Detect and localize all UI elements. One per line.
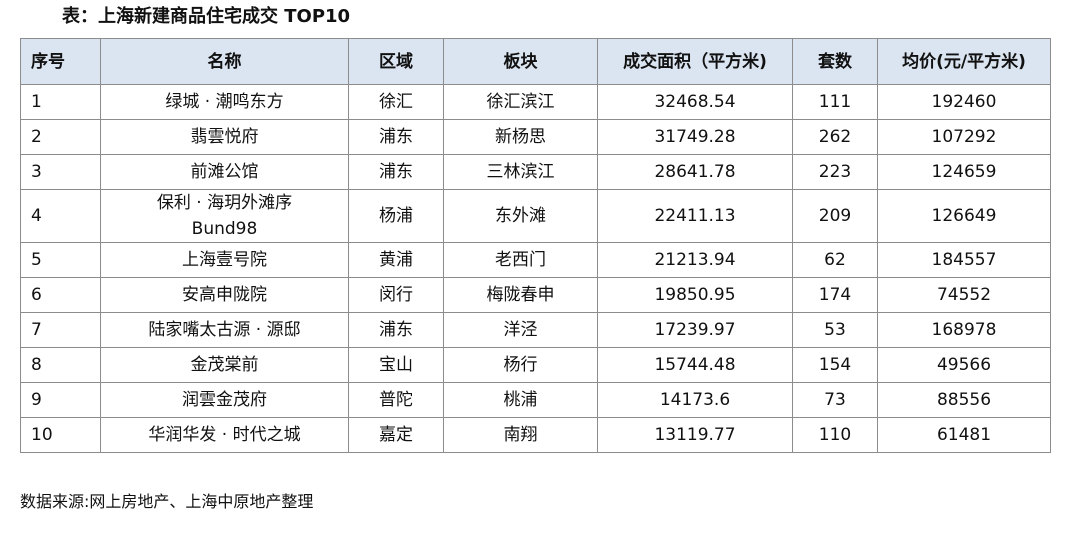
column-header: 序号 [20,38,101,85]
table-cell: 徐汇滨江 [443,84,598,120]
header-row: 序号 名称 区域 板块 成交面积（平方米) 套数 均价(元/平方米) [20,38,1051,85]
table-cell: 14173.6 [597,382,793,418]
table-cell: 2 [20,119,101,155]
column-header: 成交面积（平方米) [597,38,793,85]
table-cell: 南翔 [443,417,598,453]
table-cell: 三林滨江 [443,154,598,190]
table-cell: 保利 · 海玥外滩序 Bund98 [100,189,349,243]
table-cell: 154 [792,347,878,383]
table-cell: 192460 [877,84,1051,120]
table-cell: 168978 [877,312,1051,348]
table-cell: 74552 [877,277,1051,313]
table-row: 3 前滩公馆 浦东 三林滨江 28641.78 223 124659 [20,154,1051,190]
table-cell: 62 [792,242,878,278]
table-cell: 22411.13 [597,189,793,243]
table-cell: 8 [20,347,101,383]
table-cell: 53 [792,312,878,348]
table-cell: 东外滩 [443,189,598,243]
table-cell: 浦东 [348,119,444,155]
table-cell: 上海壹号院 [100,242,349,278]
table-cell: 110 [792,417,878,453]
table-cell: 陆家嘴太古源 · 源邸 [100,312,349,348]
table-cell: 223 [792,154,878,190]
table-row: 6 安高申陇院 闵行 梅陇春申 19850.95 174 74552 [20,277,1051,313]
table-title: 表：上海新建商品住宅成交 TOP10 [62,6,351,27]
table-cell: 金茂棠前 [100,347,349,383]
source-note: 数据来源:网上房地产、上海中原地产整理 [20,492,314,511]
table-cell: 9 [20,382,101,418]
table-row: 9 润雲金茂府 普陀 桃浦 14173.6 73 88556 [20,382,1051,418]
table-cell: 翡雲悦府 [100,119,349,155]
table-cell: 19850.95 [597,277,793,313]
table-body: 1 绿城 · 潮鸣东方 徐汇 徐汇滨江 32468.54 111 192460 2 翡雲悦府 浦东… [20,84,1051,453]
table-cell: 新杨思 [443,119,598,155]
table-row: 2 翡雲悦府 浦东 新杨思 31749.28 262 107292 [20,119,1051,155]
table-cell: 10 [20,417,101,453]
table-cell: 28641.78 [597,154,793,190]
table-cell: 32468.54 [597,84,793,120]
table-cell: 3 [20,154,101,190]
table-cell: 老西门 [443,242,598,278]
table-cell: 174 [792,277,878,313]
table-cell: 13119.77 [597,417,793,453]
table-cell: 4 [20,189,101,243]
table-cell: 184557 [877,242,1051,278]
data-table: 序号 名称 区域 板块 成交面积（平方米) 套数 均价(元/平方米) 1 绿城 · 潮鸣东方徐… [20,38,1051,453]
table-cell: 梅陇春申 [443,277,598,313]
table-cell: 209 [792,189,878,243]
table-cell: 安高申陇院 [100,277,349,313]
table-cell: 嘉定 [348,417,444,453]
table-cell: 5 [20,242,101,278]
table-cell: 润雲金茂府 [100,382,349,418]
table-cell: 61481 [877,417,1051,453]
table-cell: 浦东 [348,154,444,190]
table-cell: 黄浦 [348,242,444,278]
table-row: 8 金茂棠前 宝山 杨行 15744.48 154 49566 [20,347,1051,383]
cell-line: Bund98 [191,219,258,239]
table-row: 1 绿城 · 潮鸣东方 徐汇 徐汇滨江 32468.54 111 192460 [20,84,1051,120]
table-cell: 洋泾 [443,312,598,348]
table-cell: 21213.94 [597,242,793,278]
table-cell: 31749.28 [597,119,793,155]
column-header: 板块 [443,38,598,85]
table-cell: 杨浦 [348,189,444,243]
column-header: 名称 [100,38,349,85]
table-cell: 6 [20,277,101,313]
column-header: 套数 [792,38,878,85]
table-row: 5 上海壹号院 黄浦 老西门 21213.94 62 184557 [20,242,1051,278]
column-header: 均价(元/平方米) [877,38,1051,85]
table-cell: 7 [20,312,101,348]
table-cell: 华润华发 · 时代之城 [100,417,349,453]
table-row: 7 陆家嘴太古源 · 源邸 浦东 洋泾 17239.97 53 168978 [20,312,1051,348]
table-cell: 88556 [877,382,1051,418]
table-cell: 绿城 · 潮鸣东方 [100,84,349,120]
table-cell: 126649 [877,189,1051,243]
table-cell: 73 [792,382,878,418]
table-cell: 49566 [877,347,1051,383]
table-cell: 107292 [877,119,1051,155]
table-row: 10 华润华发 · 时代之城 嘉定 南翔 13119.77 110 61481 [20,417,1051,453]
table-cell: 17239.97 [597,312,793,348]
table-cell: 15744.48 [597,347,793,383]
table-cell: 闵行 [348,277,444,313]
table-cell: 杨行 [443,347,598,383]
table-cell: 浦东 [348,312,444,348]
cell-line: 保利 · 海玥外滩序 [156,193,293,213]
table-row: 4 保利 · 海玥外滩序 Bund98 杨浦 东外滩 22411.13 209 126649 [20,189,1051,243]
table-cell: 262 [792,119,878,155]
table-cell: 宝山 [348,347,444,383]
column-header: 区域 [348,38,444,85]
table-cell: 桃浦 [443,382,598,418]
table-cell: 111 [792,84,878,120]
table-cell: 124659 [877,154,1051,190]
table-cell: 徐汇 [348,84,444,120]
table-cell: 前滩公馆 [100,154,349,190]
table-cell: 普陀 [348,382,444,418]
table-cell: 1 [20,84,101,120]
